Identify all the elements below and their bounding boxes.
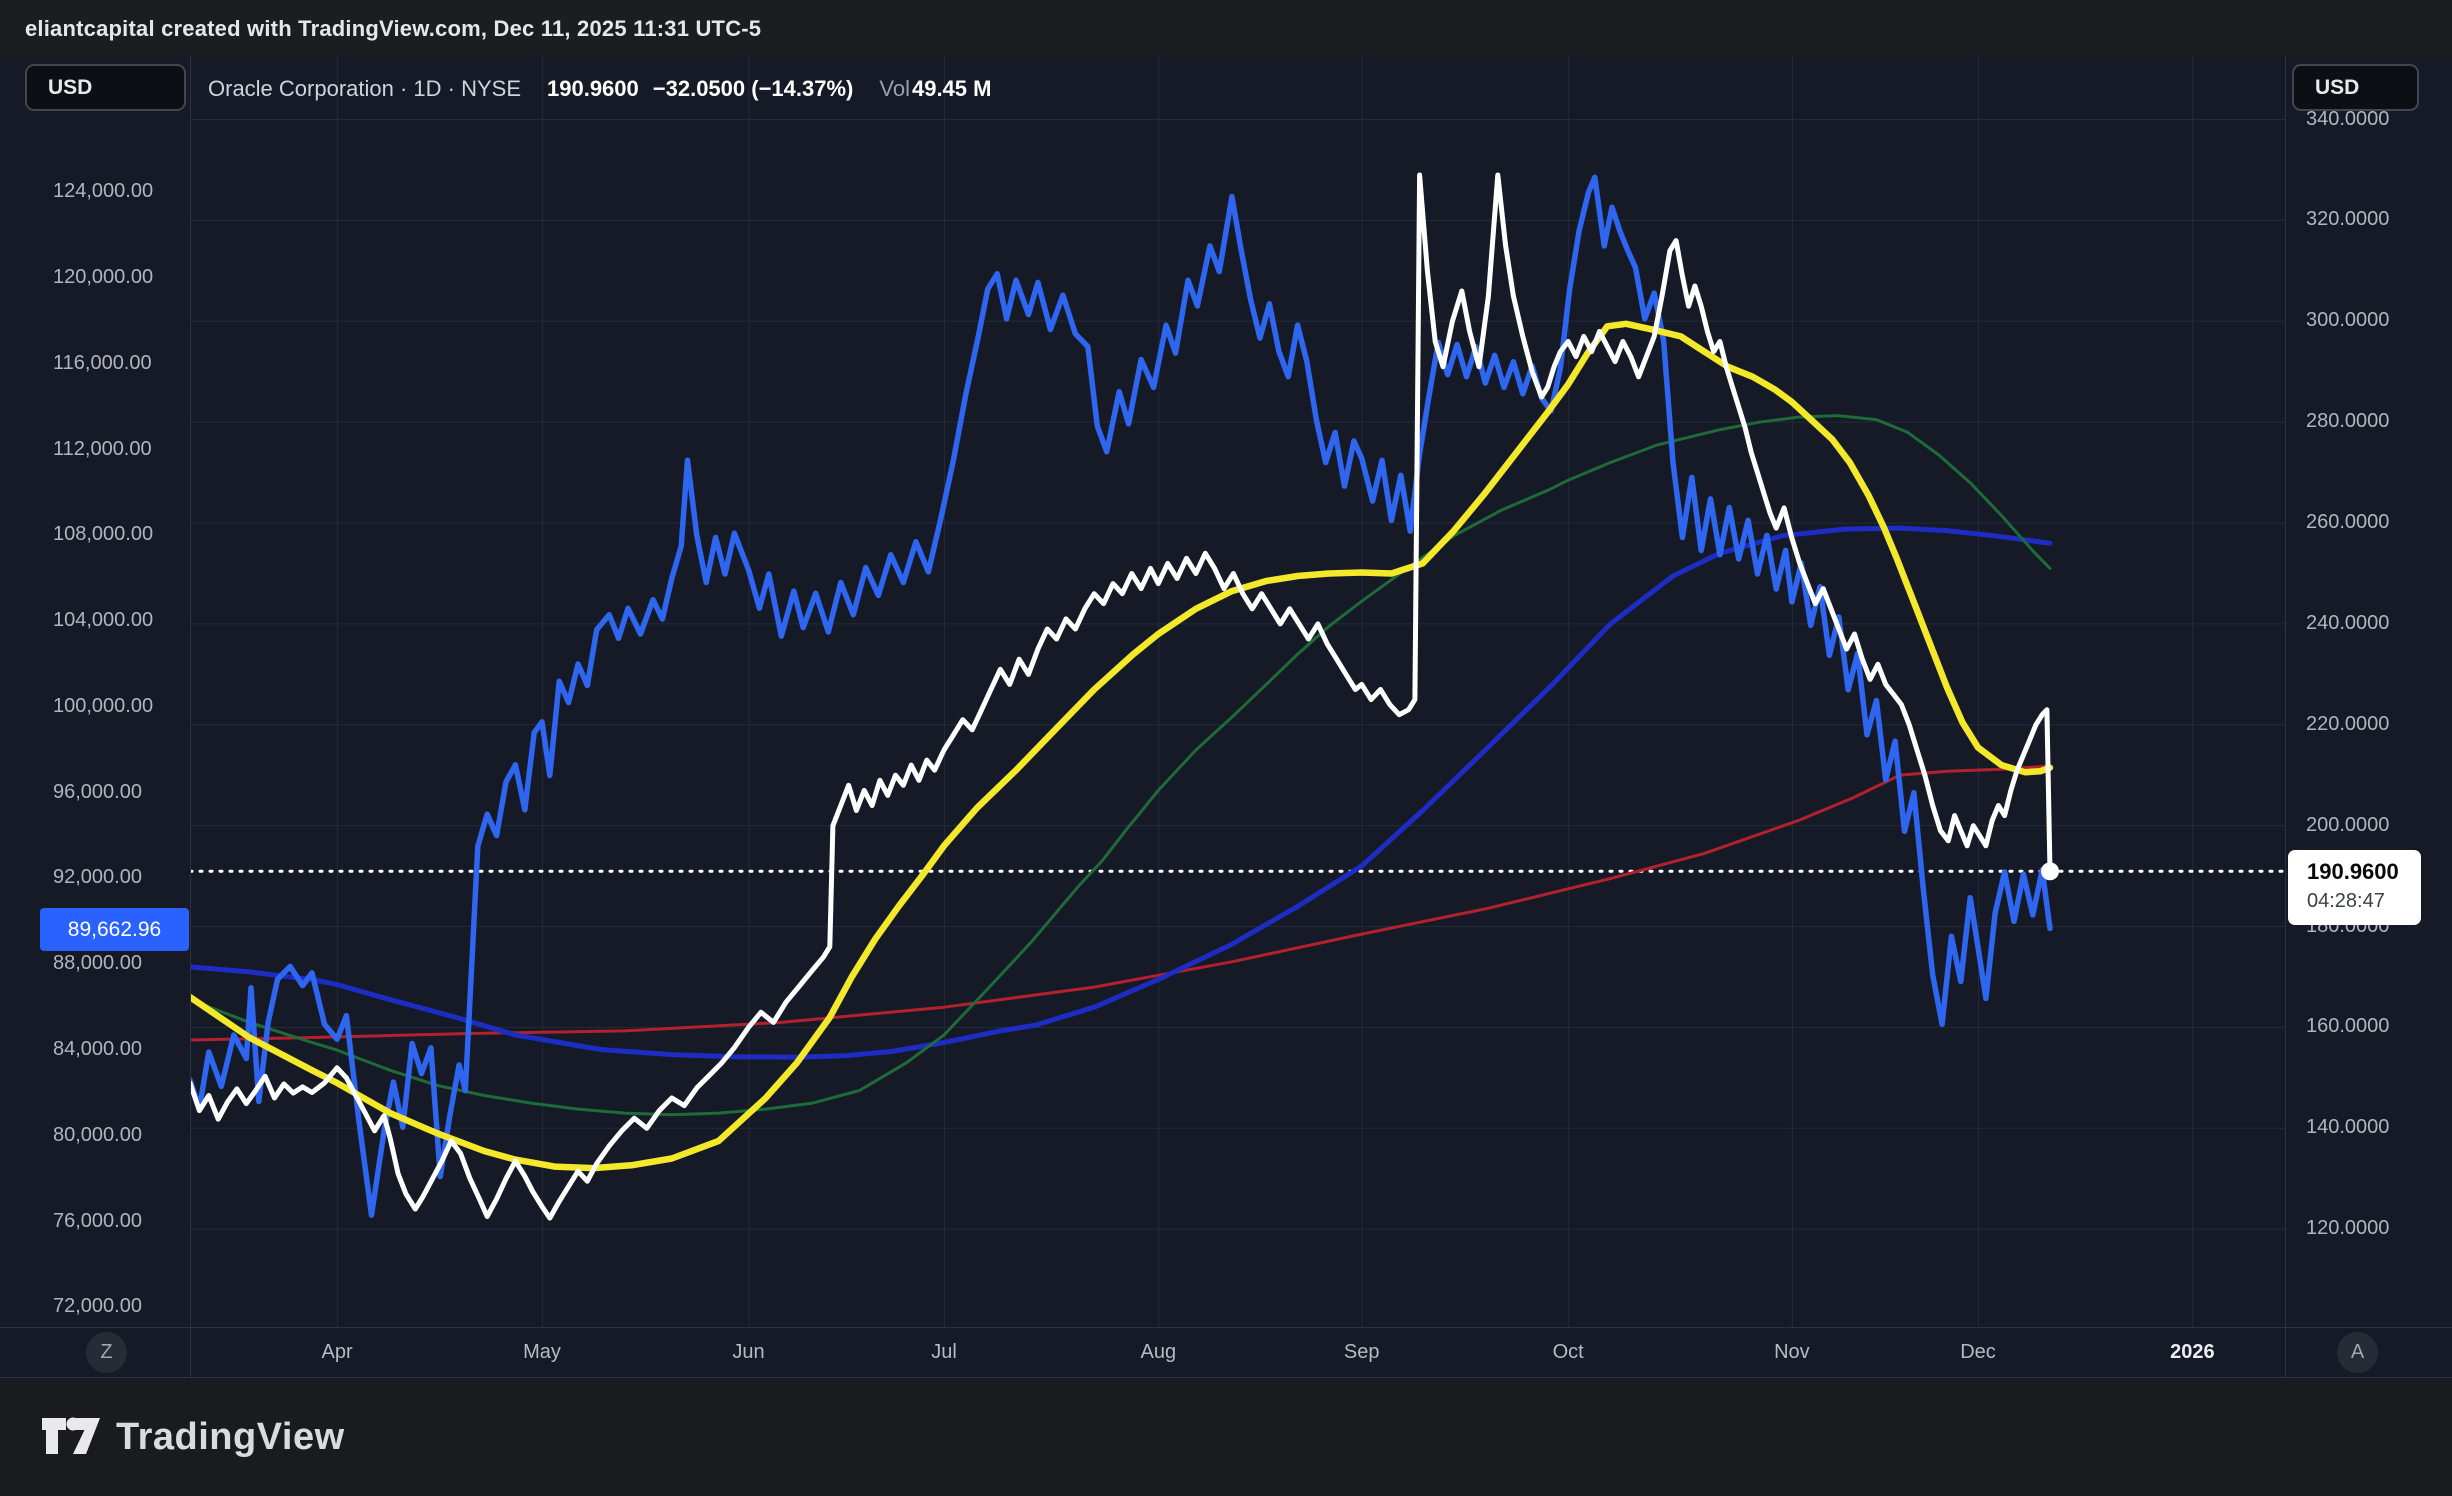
- right-axis-tick-label: 340.0000: [2306, 107, 2390, 130]
- left-axis-tick-label: 120,000.00: [53, 266, 154, 289]
- canvas-bottom-divider: [0, 1377, 2452, 1378]
- time-axis-tick-label: Dec: [1960, 1341, 1996, 1363]
- left-axis-tick-label: 76,000.00: [53, 1209, 142, 1232]
- tradingview-logo-text: TradingView: [116, 1415, 345, 1458]
- time-axis-tick-label: 2026: [2170, 1341, 2215, 1363]
- tradingview-logo-icon: [42, 1417, 100, 1454]
- symbol-legend: Oracle Corporation · 1D · NYSE 190.9600 −3…: [208, 72, 991, 106]
- left-axis-tick-label: 80,000.00: [53, 1123, 142, 1146]
- left-axis-tick-label: 124,000.00: [53, 180, 154, 203]
- left-scale-currency-button[interactable]: USD: [25, 64, 186, 111]
- left-axis-tick-label: 100,000.00: [53, 694, 154, 717]
- symbol-title[interactable]: Oracle Corporation · 1D · NYSE: [208, 76, 521, 101]
- right-axis-tick-label: 160.0000: [2306, 1015, 2390, 1038]
- right-axis-tick-label: 320.0000: [2306, 208, 2390, 231]
- time-axis-tick-label: Nov: [1774, 1341, 1810, 1363]
- left-axis-tick-label: 116,000.00: [53, 351, 152, 374]
- timezone-button[interactable]: Z: [86, 1332, 127, 1373]
- right-scale-currency-button[interactable]: USD: [2292, 64, 2419, 111]
- left-scale-divider: [190, 56, 191, 1378]
- chart-pane[interactable]: [190, 56, 2286, 1327]
- right-axis-tick-label: 140.0000: [2306, 1116, 2390, 1139]
- left-scale-price-label: 89,662.96: [40, 907, 189, 951]
- right-scale-price-label: 190.9600 04:28:47: [2288, 850, 2421, 926]
- time-axis-tick-label: Apr: [321, 1341, 353, 1363]
- left-axis-tick-label: 72,000.00: [53, 1295, 142, 1318]
- chart-canvas: 124,000.00 120,000.00 116,000.00 112,000.00…: [0, 56, 2452, 1378]
- left-axis-tick-label: 88,000.00: [53, 952, 142, 975]
- right-axis-tick-label: 240.0000: [2306, 611, 2390, 634]
- left-axis-tick-label: 112,000.00: [53, 437, 152, 460]
- left-axis-tick-label: 84,000.00: [53, 1037, 142, 1060]
- attribution-bar: eliantcapital created with TradingView.c…: [0, 0, 2452, 56]
- last-price-marker: [2041, 862, 2059, 881]
- time-axis-tick-label: Jun: [732, 1341, 765, 1363]
- volume-label: Vol: [879, 76, 910, 101]
- right-scale-price-value: 190.9600: [2307, 859, 2399, 885]
- right-axis-tick-label: 200.0000: [2306, 813, 2390, 836]
- right-scale-divider: [2285, 56, 2286, 1378]
- right-axis-tick-label: 280.0000: [2306, 410, 2390, 433]
- auto-scale-button[interactable]: A: [2337, 1332, 2378, 1373]
- attribution-text: eliantcapital created with TradingView.c…: [25, 16, 762, 41]
- right-axis-tick-label: 260.0000: [2306, 511, 2390, 534]
- series-ma-yellow: [190, 320, 2054, 1172]
- volume-value: 49.45 M: [911, 76, 992, 101]
- price-change: −32.0500 (−14.37%): [652, 76, 854, 101]
- footer-bar: TradingView: [0, 1378, 2452, 1496]
- right-axis-tick-label: 220.0000: [2306, 712, 2390, 735]
- time-axis-tick-label: May: [523, 1341, 561, 1363]
- series-ma-navy: [190, 525, 2053, 1060]
- tradingview-logo[interactable]: TradingView: [40, 1414, 345, 1460]
- last-price: 190.9600: [547, 76, 639, 101]
- time-axis-tick-label: Jul: [931, 1341, 957, 1363]
- time-axis-tick-label: Oct: [1552, 1341, 1584, 1363]
- left-axis-tick-label: 104,000.00: [53, 609, 154, 632]
- right-axis-tick-label: 300.0000: [2306, 309, 2390, 332]
- time-axis-tick-label: Sep: [1343, 1341, 1380, 1363]
- left-axis-tick-label: 108,000.00: [53, 523, 154, 546]
- bar-countdown: 04:28:47: [2307, 890, 2385, 913]
- left-axis-tick-label: 96,000.00: [53, 780, 142, 803]
- time-axis-tick-label: Aug: [1140, 1341, 1177, 1363]
- series-overlay-blue: [190, 174, 2053, 1218]
- right-axis-tick-label: 120.0000: [2306, 1217, 2390, 1240]
- series-ma-red: [190, 764, 2052, 1042]
- series-price-white: [190, 172, 2053, 1221]
- time-scale-divider: [0, 1327, 2452, 1328]
- left-axis-tick-label: 92,000.00: [53, 866, 142, 889]
